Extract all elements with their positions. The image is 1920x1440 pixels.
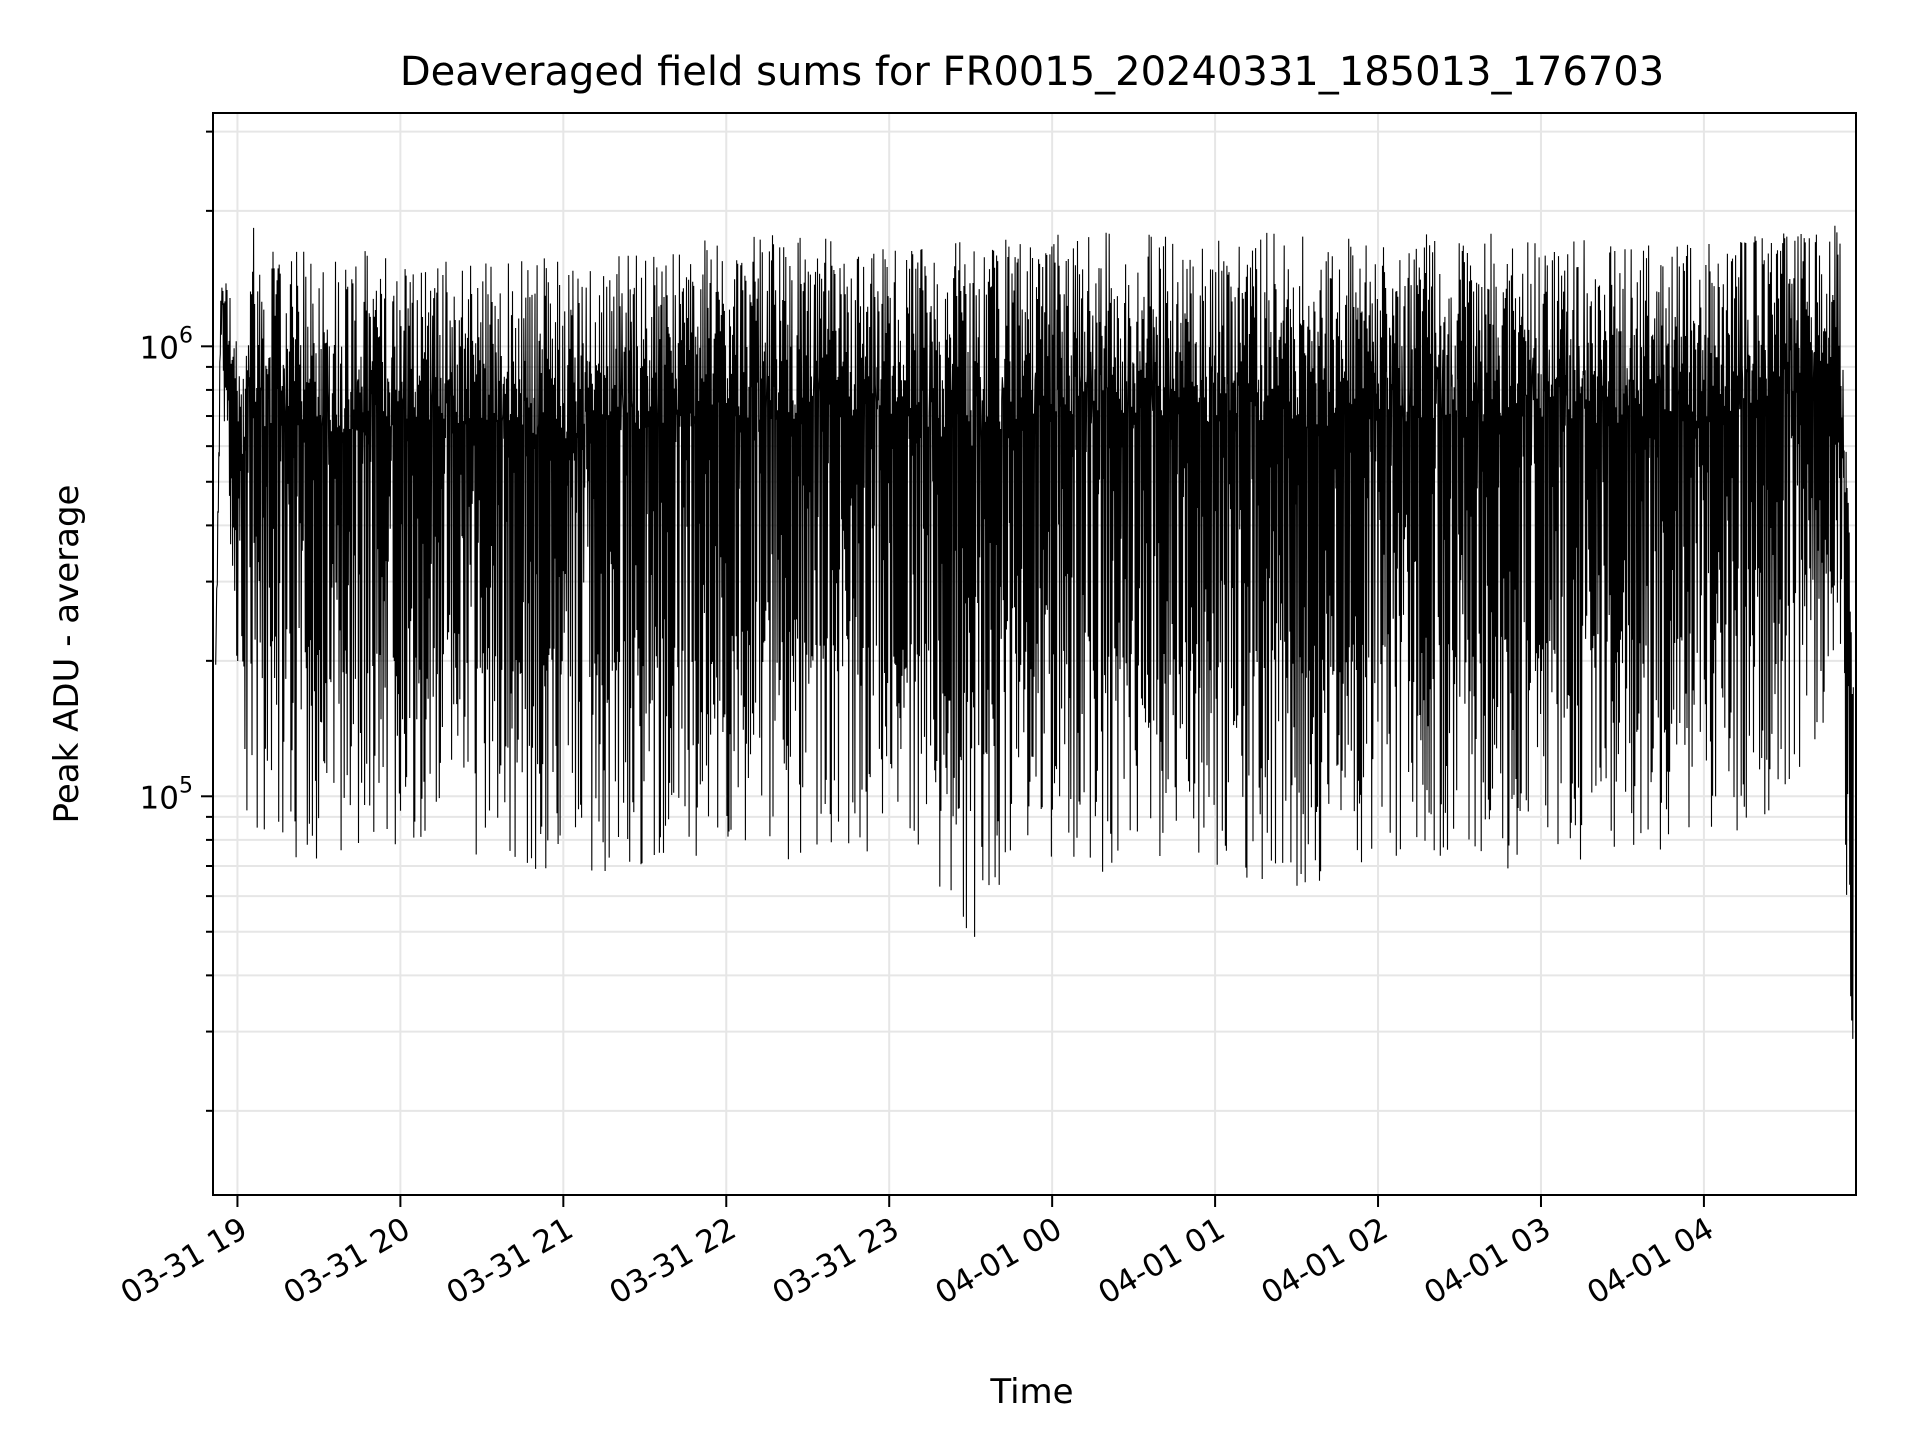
y-axis-label: Peak ADU - average (47, 485, 87, 824)
x-tick-label: 03-31 19 (115, 1211, 254, 1312)
x-tick-label: 04-01 03 (1418, 1211, 1557, 1312)
x-tick-label: 04-01 02 (1255, 1211, 1394, 1312)
x-axis: 03-31 19 03-31 20 03-31 21 03-31 22 03-31 23… (115, 1195, 1720, 1312)
x-tick-label: 03-31 22 (604, 1211, 743, 1312)
x-tick-label: 04-01 01 (1092, 1211, 1231, 1312)
y-tick-label: 105 (140, 773, 193, 816)
x-axis-label: Time (989, 1372, 1073, 1412)
chart-title: Deaveraged field sums for FR0015_2024033… (400, 49, 1664, 95)
series-line (215, 225, 1854, 1039)
x-tick-label: 04-01 00 (929, 1211, 1068, 1312)
x-tick-label: 03-31 23 (766, 1211, 905, 1312)
x-tick-label: 03-31 20 (278, 1211, 417, 1312)
x-tick-label: 03-31 21 (441, 1211, 580, 1312)
x-tick-label: 04-01 04 (1581, 1211, 1720, 1312)
y-axis: 105 106 (140, 130, 213, 1112)
series-trace (215, 225, 1854, 1039)
plot-frame (212, 112, 1857, 1196)
y-tick-label: 106 (140, 323, 193, 366)
